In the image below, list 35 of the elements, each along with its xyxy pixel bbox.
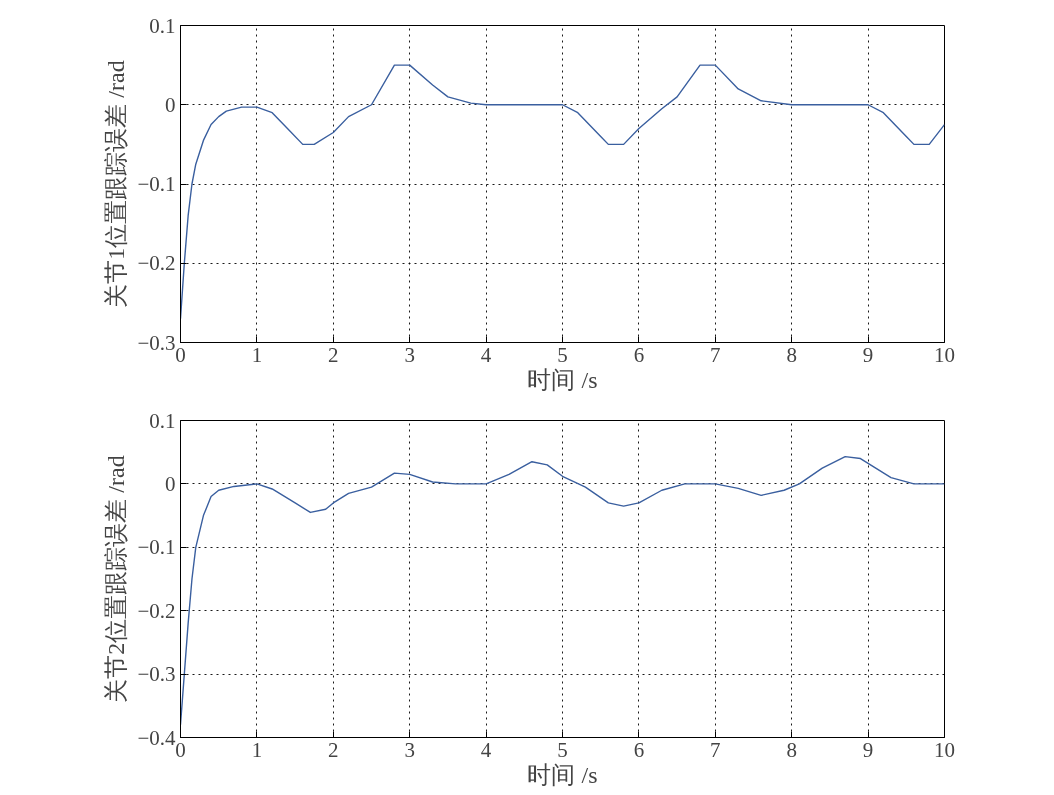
x-tick-label: 7 [710, 342, 721, 367]
y-axis-title: 关节2位置跟踪误差 /rad [103, 455, 130, 703]
y-tick-label: −0.3 [137, 662, 176, 687]
x-tick-label: 10 [934, 737, 955, 762]
y-tick-label: −0.1 [137, 172, 176, 196]
y-tick-label: −0.2 [137, 251, 176, 276]
x-tick-label: 3 [404, 737, 415, 762]
y-tick-label: 0 [165, 92, 176, 117]
y-tick-label: −0.3 [137, 330, 176, 355]
x-tick-label: 5 [557, 737, 568, 762]
x-tick-label: 2 [328, 737, 339, 762]
x-tick-label: 9 [862, 342, 874, 367]
y-axis-title: 关节1位置跟踪误差 /rad [103, 60, 130, 308]
x-tick-label: 7 [710, 737, 721, 762]
x-tick-label: 6 [633, 342, 645, 367]
x-axis-title: 时间 /s [527, 761, 598, 788]
x-tick-label: 6 [633, 737, 645, 762]
y-tick-label: −0.4 [137, 725, 176, 750]
x-tick-label: 4 [480, 737, 492, 762]
y-tick-label: −0.2 [137, 598, 176, 623]
y-tick-label: 0.1 [149, 13, 176, 38]
x-tick-label: 1 [251, 737, 263, 762]
x-tick-label: 9 [862, 737, 874, 762]
x-tick-label: 8 [786, 342, 797, 367]
x-tick-label: 3 [404, 342, 415, 367]
y-tick-label: 0.1 [149, 408, 176, 433]
y-tick-label: −0.1 [137, 535, 176, 560]
x-tick-label: 2 [328, 342, 339, 367]
x-tick-label: 1 [251, 342, 263, 367]
x-tick-label: 5 [557, 342, 568, 367]
x-tick-label: 4 [480, 342, 492, 367]
x-tick-label: 10 [934, 342, 955, 367]
x-axis-title: 时间 /s [527, 366, 598, 393]
y-tick-label: 0 [165, 471, 176, 496]
x-tick-label: 8 [786, 737, 797, 762]
